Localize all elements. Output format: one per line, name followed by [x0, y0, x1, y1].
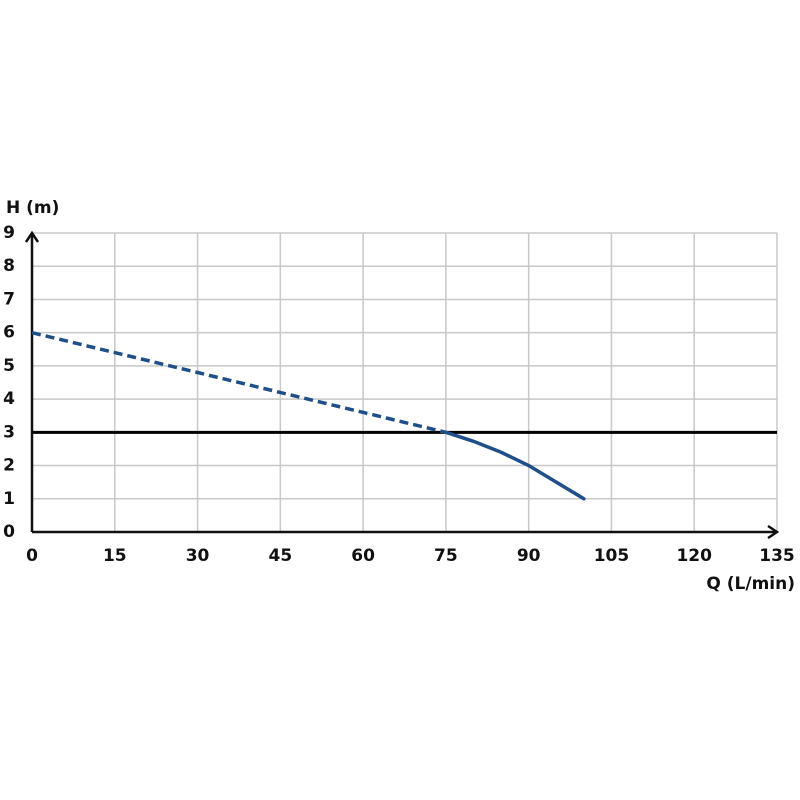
y-tick-label: 4: [3, 389, 15, 409]
pump-curve: [31, 330, 447, 435]
y-tick-label: 6: [3, 323, 15, 343]
y-axis-arrow: [24, 230, 40, 243]
x-tick-label: 105: [594, 546, 630, 566]
y-tick-label: 5: [3, 356, 15, 376]
x-tick-label: 45: [268, 546, 292, 566]
x-tick-label: 15: [103, 546, 127, 566]
x-tick-label: 60: [351, 546, 375, 566]
y-tick-label: 1: [3, 489, 15, 509]
x-tick-label: 90: [517, 546, 541, 566]
pump-curve: [444, 430, 586, 501]
y-tick-label: 7: [3, 289, 15, 309]
x-tick-label: 75: [434, 546, 458, 566]
y-tick-label: 3: [3, 422, 15, 442]
x-tick-label: 30: [186, 546, 210, 566]
x-tick-label: 135: [759, 546, 795, 566]
y-tick-label: 9: [3, 223, 15, 243]
y-tick-label: 2: [3, 456, 15, 476]
x-axis-label: Q (L/min): [706, 574, 795, 594]
y-tick-label: 8: [3, 256, 15, 276]
x-tick-label: 0: [26, 546, 38, 566]
y-axis-label: H (m): [6, 198, 59, 218]
x-tick-label: 120: [676, 546, 712, 566]
x-axis-arrow: [767, 524, 780, 540]
y-tick-label: 0: [3, 522, 15, 542]
